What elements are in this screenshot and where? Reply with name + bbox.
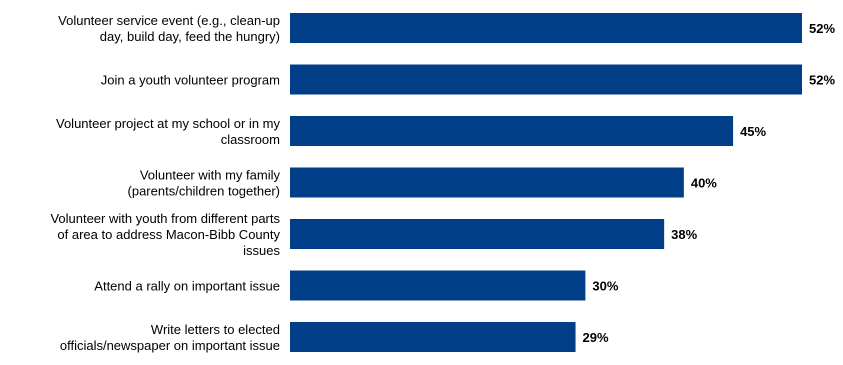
category-label-line: classroom: [221, 132, 280, 147]
value-label: 52%: [809, 73, 835, 88]
value-label: 40%: [691, 176, 717, 191]
bar: [290, 322, 576, 352]
value-label: 30%: [592, 279, 618, 294]
bar: [290, 270, 586, 301]
category-label: Volunteer with youth from different part…: [50, 211, 280, 258]
category-label-line: Volunteer service event (e.g., clean-up: [58, 13, 280, 28]
value-label: 45%: [740, 124, 766, 139]
value-label: 29%: [583, 330, 609, 345]
category-label-line: Volunteer project at my school or in my: [56, 116, 280, 131]
category-label: Volunteer with my family (parents/childre…: [128, 168, 281, 199]
category-label-line: Volunteer with youth from different part…: [50, 211, 280, 226]
category-label: Volunteer service event (e.g., clean-up d…: [58, 13, 280, 44]
category-label-line: Join a youth volunteer program: [101, 73, 280, 88]
category-label-line: day, build day, feed the hungry): [100, 29, 280, 44]
category-label-line: issues: [243, 243, 280, 258]
category-label-line: (parents/children together): [128, 184, 280, 199]
value-label: 52%: [809, 21, 835, 36]
category-label-line: of area to address Macon-Bibb County: [57, 227, 280, 242]
bar: [290, 167, 684, 198]
category-label: Attend a rally on important issue: [94, 279, 280, 294]
category-label-line: Volunteer with my family: [140, 168, 281, 183]
bars: [290, 13, 802, 352]
category-label-line: Attend a rally on important issue: [94, 279, 280, 294]
category-label: Volunteer project at my school or in my c…: [56, 116, 280, 147]
bar: [290, 64, 802, 95]
value-label: 38%: [671, 227, 697, 242]
category-labels: Volunteer service event (e.g., clean-up d…: [50, 13, 280, 353]
value-labels: 52% 52% 45% 40% 38% 30% 29%: [583, 21, 836, 345]
bar: [290, 13, 802, 43]
category-label: Join a youth volunteer program: [101, 73, 280, 88]
category-label-line: officials/newspaper on important issue: [60, 338, 280, 353]
bar: [290, 219, 665, 249]
bar: [290, 116, 734, 146]
category-label-line: Write letters to elected: [151, 322, 280, 337]
category-label: Write letters to elected officials/newspa…: [60, 322, 280, 353]
